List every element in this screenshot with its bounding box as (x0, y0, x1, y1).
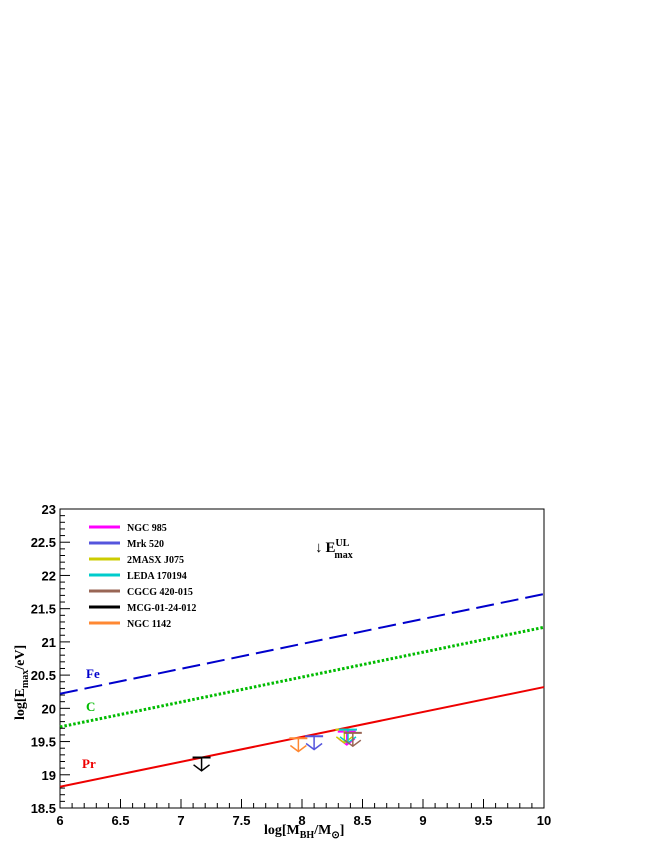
x-axis: 6 6.5 7 7.5 8 8.5 9 9.5 10 (56, 799, 551, 828)
legend-item: 2MASX J075 (89, 555, 184, 566)
x-tick-label: 7 (177, 813, 184, 828)
x-tick-label: 8 (298, 813, 305, 828)
x-tick-label: 10 (537, 813, 551, 828)
line-label-pr: Pr (82, 756, 96, 771)
model-lines (59, 593, 545, 788)
upper-limit-mcg-01-24-012 (192, 756, 211, 772)
line-label-fe: Fe (86, 666, 100, 681)
y-tick-label: 20.5 (31, 668, 56, 683)
y-tick-label: 19.5 (31, 735, 56, 750)
y-tick-label: 19 (42, 768, 56, 783)
x-tick-label: 8.5 (353, 813, 371, 828)
y-tick-label: 18.5 (31, 801, 56, 816)
legend-item: NGC 985 (89, 523, 167, 534)
legend-label: Mrk 520 (127, 539, 164, 550)
upper-limit-markers (192, 728, 362, 772)
legend-item: LEDA 170194 (89, 571, 187, 582)
upper-limit-mrk-520 (305, 735, 324, 751)
y-tick-label: 20 (42, 701, 56, 716)
x-tick-label: 6 (56, 813, 63, 828)
legend-item: CGCG 420-015 (89, 587, 193, 598)
x-tick-label: 9.5 (474, 813, 492, 828)
line-pr (59, 686, 545, 788)
line-fe (59, 593, 545, 695)
legend-label: NGC 985 (127, 523, 167, 534)
legend-label: MCG-01-24-012 (127, 603, 196, 614)
legend-label: NGC 1142 (127, 619, 171, 630)
upper-limit-cgcg-420-015 (343, 731, 362, 748)
upper-limit-ngc-1142 (289, 737, 308, 753)
ul-annotation: ↓ EUL max (315, 538, 353, 561)
legend-item: MCG-01-24-012 (89, 603, 196, 614)
legend-label: CGCG 420-015 (127, 587, 193, 598)
line-c (59, 625, 545, 729)
x-axis-title: log[MBH/M⊙] (264, 823, 344, 841)
line-labels: Fe C Pr (82, 666, 100, 771)
y-tick-label: 23 (42, 502, 56, 517)
x-tick-label: 9 (419, 813, 426, 828)
legend-label: 2MASX J075 (127, 555, 184, 566)
y-tick-label: 22 (42, 568, 56, 583)
legend-label: LEDA 170194 (127, 571, 187, 582)
y-axis: 18.5 19 19.5 20 20.5 21 21.5 22 22.5 23 (31, 502, 70, 816)
plot-frame (59, 508, 545, 809)
legend-item: Mrk 520 (89, 539, 164, 550)
y-tick-label: 21.5 (31, 602, 56, 617)
legend-item: NGC 1142 (89, 619, 171, 630)
x-tick-label: 7.5 (232, 813, 250, 828)
y-axis-title: log[Emax/eV] (13, 645, 31, 720)
y-tick-label: 22.5 (31, 535, 56, 550)
legend: NGC 985 Mrk 520 2MASX J075 LEDA 170194 CGCG … (89, 523, 196, 630)
line-label-c: C (86, 699, 95, 714)
y-tick-label: 21 (42, 635, 56, 650)
x-tick-label: 6.5 (111, 813, 129, 828)
